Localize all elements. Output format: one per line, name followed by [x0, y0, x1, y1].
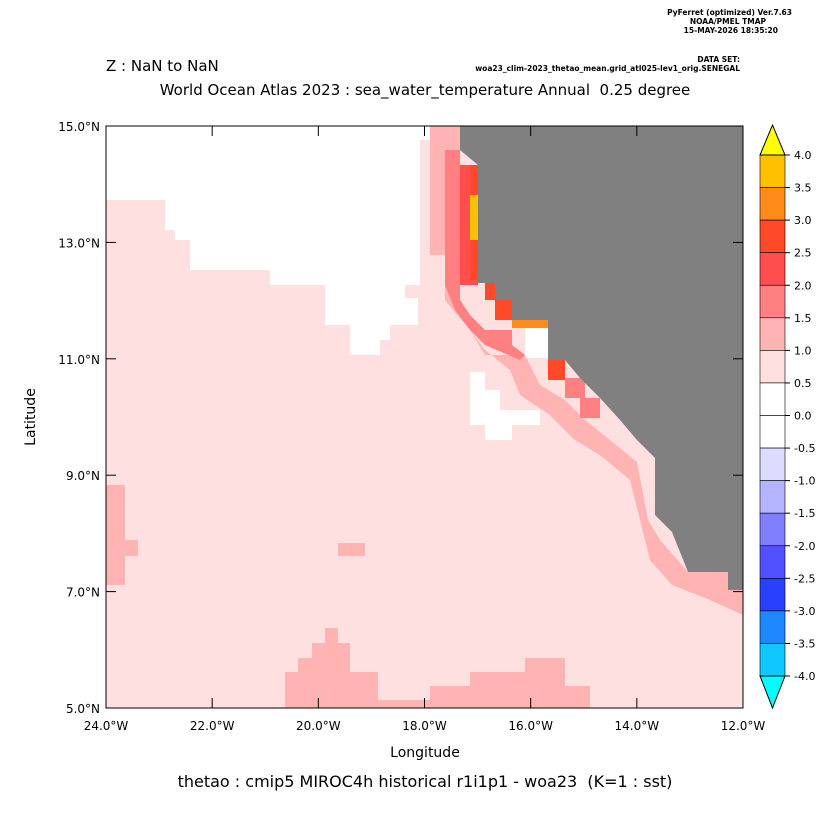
y-tick-label: 11.0°N	[58, 353, 100, 367]
y-tick-label: 9.0°N	[66, 469, 100, 483]
colorbar-swatch	[759, 350, 786, 384]
org: NOAA/PMEL TMAP	[690, 17, 767, 26]
colorbar-swatch	[759, 415, 786, 449]
colorbar-swatch	[759, 219, 786, 253]
colorbar-swatch	[759, 187, 786, 221]
colorbar-label: -1.5	[794, 507, 815, 520]
colorbar-label: -3.5	[794, 637, 815, 650]
dataset: woa23_clim-2023_thetao_mean.grid_atl025-…	[475, 64, 740, 73]
colorbar-swatch	[759, 643, 786, 677]
y-tick-label: 5.0°N	[66, 702, 100, 716]
dataset-label: DATA SET:	[697, 55, 740, 64]
colorbar-label: 3.5	[794, 182, 812, 195]
x-tick-label: 22.0°W	[190, 719, 235, 733]
footer: thetao : cmip5 MIROC4h historical r1i1p1…	[178, 772, 673, 791]
y-tick-label: 13.0°N	[58, 236, 100, 250]
colorbar-label: 1.0	[794, 344, 812, 357]
colorbar-label: -4.0	[794, 670, 815, 683]
colorbar-swatch	[759, 480, 786, 514]
chart-title: World Ocean Atlas 2023 : sea_water_tempe…	[160, 81, 691, 100]
colorbar-label: 4.0	[794, 149, 812, 162]
colorbar-swatch	[759, 252, 786, 286]
colorbar-label: 1.5	[794, 312, 812, 325]
x-tick-label: 24.0°W	[84, 719, 129, 733]
y-tick-label: 7.0°N	[66, 586, 100, 600]
date: 15-MAY-2026 18:35:20	[684, 26, 778, 35]
colorbar-label: 0.0	[794, 410, 812, 423]
map-field	[106, 126, 743, 708]
x-tick-label: 14.0°W	[615, 719, 660, 733]
colorbar-label: 3.0	[794, 214, 812, 227]
colorbar-swatch	[759, 578, 786, 612]
x-tick-label: 18.0°W	[402, 719, 447, 733]
colorbar-swatch	[759, 382, 786, 416]
colorbar-label: -3.0	[794, 605, 815, 618]
y-axis-label: Latitude	[23, 388, 39, 446]
colorbar-label: -2.5	[794, 572, 815, 585]
colorbar-label: -2.0	[794, 540, 815, 553]
colorbar-under	[759, 675, 786, 710]
colorbar-label: 2.5	[794, 247, 812, 260]
x-tick-label: 12.0°W	[721, 719, 766, 733]
colorbar-swatch	[759, 512, 786, 547]
colorbar-swatch	[759, 447, 786, 481]
x-axis-label: Longitude	[390, 745, 460, 761]
colorbar-label: -1.0	[794, 475, 815, 488]
colorbar-swatch	[759, 545, 786, 579]
colorbar-swatch	[759, 610, 786, 644]
subtitle: Z : NaN to NaN	[106, 57, 219, 75]
colorbar-label: 0.5	[794, 377, 812, 390]
x-tick-label: 20.0°W	[296, 719, 341, 733]
colorbar-label: 2.0	[794, 279, 812, 292]
program: PyFerret (optimized) Ver.7.63	[667, 8, 792, 17]
colorbar-swatch	[759, 154, 786, 188]
colorbar-over	[759, 123, 786, 156]
colorbar-label: -0.5	[794, 442, 815, 455]
colorbar-swatch	[759, 317, 786, 351]
y-tick-label: 15.0°N	[58, 120, 100, 134]
colorbar-swatch	[759, 284, 786, 319]
x-tick-label: 16.0°W	[508, 719, 553, 733]
